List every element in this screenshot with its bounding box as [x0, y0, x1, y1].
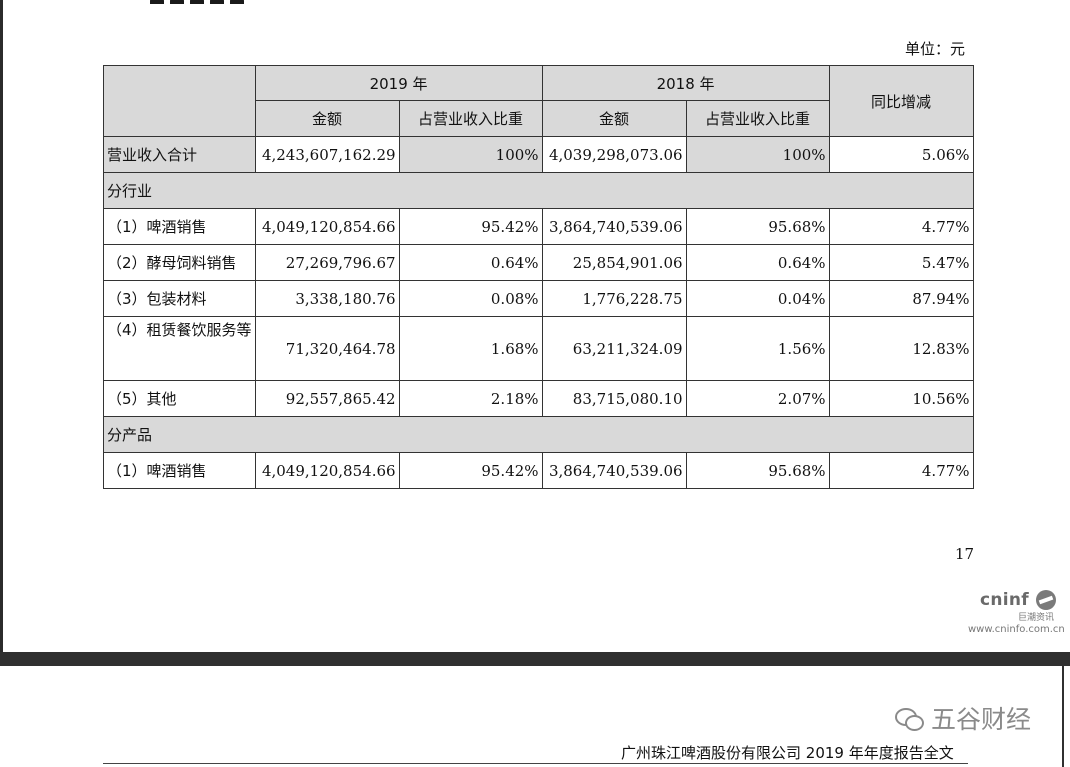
amount-2018: 3,864,740,539.06 — [541, 208, 687, 245]
footer-rule — [103, 763, 968, 764]
header-yoy: 同比增减 — [828, 65, 974, 137]
section-row-industry: 分行业 — [103, 172, 974, 209]
section-label: 分产品 — [103, 416, 974, 453]
ratio-2019: 2.18% — [398, 380, 543, 417]
table-subheader-row: 金额 占营业收入比重 金额 占营业收入比重 — [104, 100, 974, 137]
amount-2018: 25,854,901.06 — [541, 244, 687, 281]
amount-2018: 4,039,298,073.06 — [541, 136, 687, 173]
ratio-2018: 1.56% — [685, 316, 830, 381]
amount-2018: 1,776,228.75 — [541, 280, 687, 317]
row-label: （5）其他 — [103, 380, 256, 417]
unit-label: 单位：元 — [905, 40, 966, 58]
header-year-2019: 2019 年 — [254, 65, 543, 101]
table-row: （3）包装材料 3,338,180.76 0.08% 1,776,228.75 … — [103, 280, 974, 317]
amount-2018: 83,715,080.10 — [541, 380, 687, 417]
yoy-change: 4.77% — [828, 208, 974, 245]
header-ratio-2019: 占营业收入比重 — [398, 100, 543, 137]
amount-2019: 4,049,120,854.66 — [254, 208, 400, 245]
amount-2019: 92,557,865.42 — [254, 380, 400, 417]
yoy-change: 10.56% — [828, 380, 974, 417]
row-label: （4）租赁餐饮服务等 — [103, 316, 256, 381]
watermark: 五谷财经 — [895, 700, 1031, 736]
cninfo-swirl-icon — [1036, 590, 1056, 610]
table-row: （5）其他 92,557,865.42 2.18% 83,715,080.10 … — [103, 380, 974, 417]
ratio-2018: 100% — [685, 136, 830, 173]
footer-report-title: 广州珠江啤酒股份有限公司 2019 年年度报告全文 — [621, 744, 954, 762]
yoy-change: 87.94% — [828, 280, 974, 317]
page-separator-band — [0, 652, 1070, 666]
row-label: （1）啤酒销售 — [103, 452, 256, 489]
ratio-2019: 95.42% — [398, 208, 543, 245]
header-blank-cell — [103, 65, 256, 137]
ratio-2018: 95.68% — [685, 452, 830, 489]
row-label: 营业收入合计 — [103, 136, 256, 173]
ratio-2018: 95.68% — [685, 208, 830, 245]
table-row-total: 营业收入合计 4,243,607,162.29 100% 4,039,298,0… — [103, 136, 974, 173]
section-row-product: 分产品 — [103, 416, 974, 453]
header-year-2018: 2018 年 — [541, 65, 830, 101]
ratio-2019: 0.08% — [398, 280, 543, 317]
row-label: （1）啤酒销售 — [103, 208, 256, 245]
page-left-border — [0, 0, 3, 660]
amount-2019: 4,049,120,854.66 — [254, 452, 400, 489]
yoy-change: 5.47% — [828, 244, 974, 281]
logo-brand-text: cninf — [980, 590, 1030, 610]
yoy-change: 4.77% — [828, 452, 974, 489]
header-ratio-2018: 占营业收入比重 — [685, 100, 830, 137]
table-row: （2）酵母饲料销售 27,269,796.67 0.64% 25,854,901… — [103, 244, 974, 281]
revenue-breakdown-table: 2019 年 2018 年 同比增减 金额 占营业收入比重 金额 占营业收入比重… — [103, 65, 974, 489]
section-label: 分行业 — [103, 172, 974, 209]
ratio-2019: 1.68% — [398, 316, 543, 381]
logo-chinese-text: 巨潮资讯 — [1018, 613, 1055, 623]
table-row: （4）租赁餐饮服务等 71,320,464.78 1.68% 63,211,32… — [103, 316, 974, 381]
cropped-heading-fragment — [150, 0, 270, 4]
row-label: （3）包装材料 — [103, 280, 256, 317]
amount-2018: 3,864,740,539.06 — [541, 452, 687, 489]
header-amount-2018: 金额 — [541, 100, 687, 137]
wechat-icon — [895, 706, 924, 731]
amount-2018: 63,211,324.09 — [541, 316, 687, 381]
ratio-2019: 0.64% — [398, 244, 543, 281]
ratio-2018: 2.07% — [685, 380, 830, 417]
amount-2019: 3,338,180.76 — [254, 280, 400, 317]
yoy-change: 12.83% — [828, 316, 974, 381]
amount-2019: 71,320,464.78 — [254, 316, 400, 381]
row-label: （2）酵母饲料销售 — [103, 244, 256, 281]
table-row: （1）啤酒销售 4,049,120,854.66 95.42% 3,864,74… — [103, 452, 974, 489]
next-page-right-border — [1062, 666, 1064, 767]
ratio-2019: 100% — [398, 136, 543, 173]
table-row: （1）啤酒销售 4,049,120,854.66 95.42% 3,864,74… — [103, 208, 974, 245]
page-number: 17 — [955, 545, 975, 563]
yoy-change: 5.06% — [828, 136, 974, 173]
ratio-2019: 95.42% — [398, 452, 543, 489]
logo-url-text: www.cninfo.com.cn — [968, 624, 1065, 635]
table-header-row: 2019 年 2018 年 同比增减 — [103, 65, 974, 137]
header-amount-2019: 金额 — [254, 100, 400, 137]
amount-2019: 27,269,796.67 — [254, 244, 400, 281]
cninfo-logo: cninf 巨潮资讯 www.cninfo.com.cn — [968, 588, 1068, 640]
ratio-2018: 0.64% — [685, 244, 830, 281]
watermark-text: 五谷财经 — [931, 705, 1032, 734]
ratio-2018: 0.04% — [685, 280, 830, 317]
amount-2019: 4,243,607,162.29 — [254, 136, 400, 173]
